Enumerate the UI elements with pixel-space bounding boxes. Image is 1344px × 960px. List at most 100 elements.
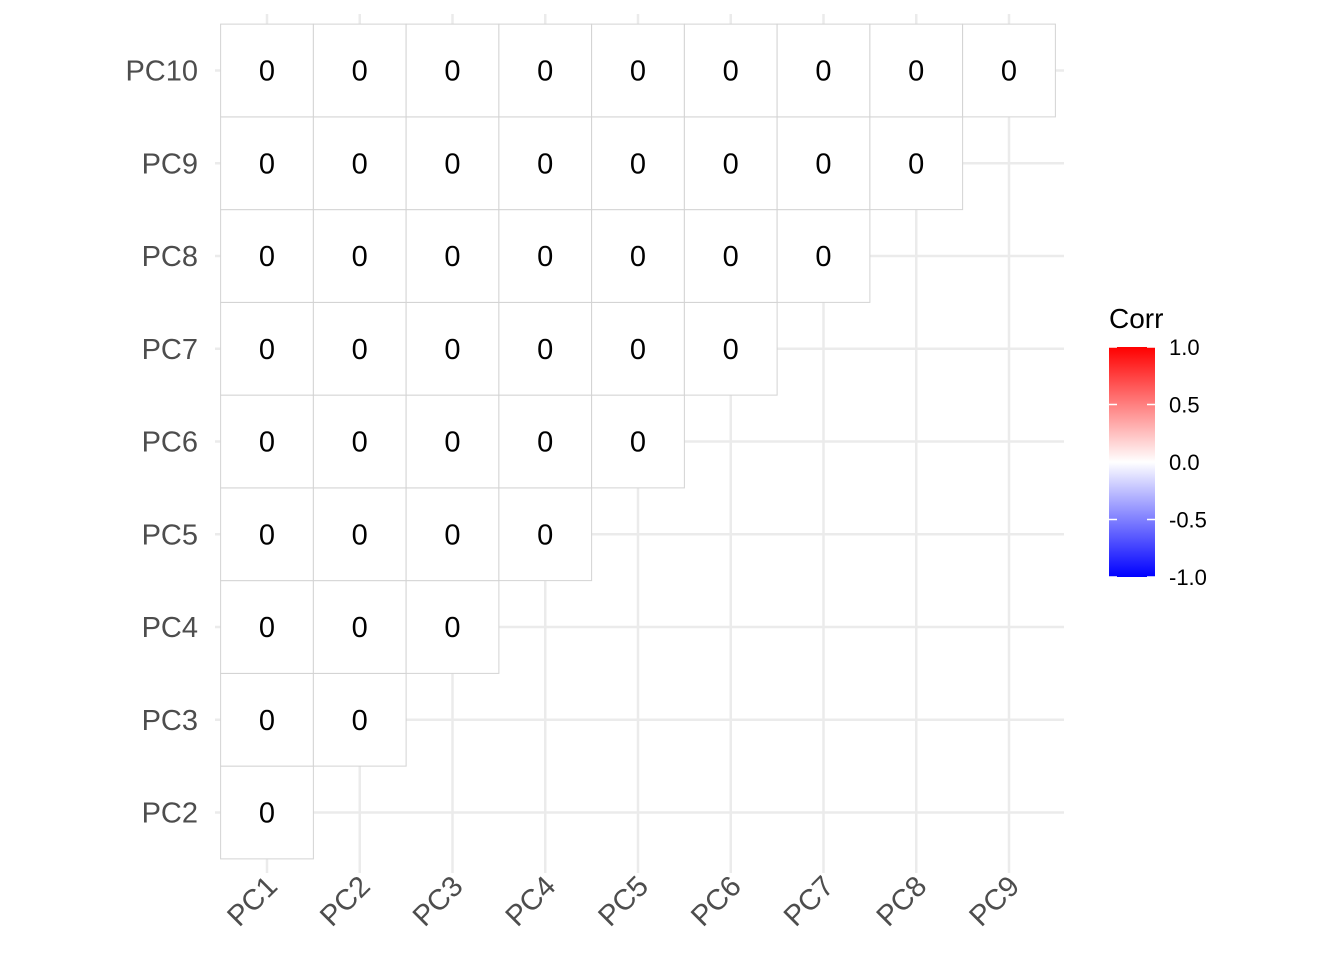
cell-value-label-pc1-pc8: 0 [259,241,275,273]
heatmap-cell-pc4-pc8 [498,209,593,303]
cell-value-label-pc5-pc8: 0 [630,241,646,273]
cell-value-label-pc7-pc8: 0 [815,241,831,273]
cell-value-label-pc4-pc5: 0 [537,519,553,551]
cell-value-label-pc2-pc4: 0 [352,612,368,644]
x-tick-label-pc5: PC5 [592,870,655,933]
cell-value-label-pc4-pc6: 0 [537,427,553,459]
heatmap-cell-pc4-pc5 [498,487,593,582]
cell-value-label-pc7-pc10: 0 [815,56,831,88]
heatmap-cell-pc7-pc8 [776,209,871,303]
heatmap-cell-pc3-pc8 [405,209,500,303]
heatmap-cell-pc3-pc4 [405,580,500,674]
heatmap-cells: 0 0 0 0 0 0 0 0 0 0 0 0 0 0 0 0 0 0 0 0 0 0 0 0 0 0 0 0 0 0 0 0 0 0 0 0 0 0 0 0… [220,23,1056,860]
y-tick-label-pc4: PC4 [142,612,198,644]
cell-value-label-pc3-pc7: 0 [444,334,460,366]
heatmap-cell-pc1-pc5 [220,487,314,582]
cell-value-label-pc4-pc8: 0 [537,241,553,273]
cell-value-label-pc1-pc9: 0 [259,148,275,180]
cell-value-label-pc3-pc8: 0 [444,241,460,273]
heatmap-cell-pc2-pc8 [312,209,407,303]
cell-value-label-pc2-pc7: 0 [352,334,368,366]
heatmap-cell-pc1-pc4 [220,580,314,674]
x-tick-label-pc7: PC7 [778,870,841,933]
y-tick-label-pc5: PC5 [142,519,198,551]
cell-value-label-pc3-pc10: 0 [444,56,460,88]
heatmap-cell-pc2-pc10 [312,23,407,118]
cell-value-label-pc2-pc8: 0 [352,241,368,273]
heatmap-cell-pc4-pc7 [498,301,593,396]
cell-value-label-pc6-pc7: 0 [723,334,739,366]
cell-value-label-pc4-pc7: 0 [537,334,553,366]
y-tick-label-pc7: PC7 [142,334,198,366]
cell-value-label-pc4-pc9: 0 [537,148,553,180]
legend-tick-label: -0.5 [1169,508,1207,533]
heatmap-cell-pc4-pc6 [498,394,593,489]
y-tick-label-pc2: PC2 [142,798,198,830]
x-tick-label-pc1: PC1 [221,870,284,933]
heatmap-cell-pc5-pc8 [591,209,685,303]
cell-value-label-pc4-pc10: 0 [537,56,553,88]
cell-value-label-pc3-pc9: 0 [444,148,460,180]
cell-value-label-pc2-pc10: 0 [352,56,368,88]
heatmap-cell-pc1-pc10 [220,23,314,118]
heatmap-cell-pc1-pc6 [220,394,314,489]
y-tick-label-pc3: PC3 [142,705,198,737]
heatmap-cell-pc2-pc3 [312,672,407,767]
cell-value-label-pc1-pc2: 0 [259,798,275,830]
cell-value-label-pc2-pc6: 0 [352,427,368,459]
y-tick-label-pc6: PC6 [142,427,198,459]
cell-value-label-pc1-pc5: 0 [259,519,275,551]
heatmap-cell-pc5-pc6 [591,394,685,489]
cell-value-label-pc2-pc9: 0 [352,148,368,180]
heatmap-cell-pc1-pc7 [220,301,314,396]
heatmap-cell-pc5-pc7 [591,301,685,396]
x-tick-label-pc9: PC9 [963,870,1026,933]
heatmap-cell-pc5-pc10 [591,23,685,118]
heatmap-cell-pc4-pc10 [498,23,593,118]
cell-value-label-pc3-pc5: 0 [444,519,460,551]
x-tick-label-pc3: PC3 [407,870,470,933]
heatmap-cell-pc3-pc6 [405,394,500,489]
cell-value-label-pc5-pc10: 0 [630,56,646,88]
cell-value-label-pc1-pc7: 0 [259,334,275,366]
heatmap-cell-pc4-pc9 [498,116,593,211]
cell-value-label-pc7-pc9: 0 [815,148,831,180]
cell-value-label-pc3-pc6: 0 [444,427,460,459]
cell-value-label-pc6-pc8: 0 [723,241,739,273]
legend-tick-label: 1.0 [1169,335,1200,360]
legend-tick-label: -1.0 [1169,565,1207,590]
heatmap-cell-pc3-pc5 [405,487,500,582]
heatmap-cell-pc2-pc5 [312,487,407,582]
cell-value-label-pc8-pc9: 0 [908,148,924,180]
heatmap-cell-pc6-pc9 [683,116,778,211]
cell-value-label-pc1-pc4: 0 [259,612,275,644]
y-tick-label-pc9: PC9 [142,148,198,180]
cell-value-label-pc6-pc9: 0 [723,148,739,180]
cell-value-label-pc3-pc4: 0 [444,612,460,644]
heatmap-cell-pc2-pc4 [312,580,407,674]
cell-value-label-pc1-pc3: 0 [259,705,275,737]
heatmap-cell-pc6-pc10 [683,23,778,118]
heatmap-cell-pc2-pc7 [312,301,407,396]
heatmap-cell-pc8-pc9 [869,116,964,211]
x-tick-label-pc4: PC4 [500,870,563,933]
y-tick-label-pc8: PC8 [142,241,198,273]
heatmap-cell-pc3-pc9 [405,116,500,211]
cell-value-label-pc5-pc9: 0 [630,148,646,180]
cell-value-label-pc1-pc6: 0 [259,427,275,459]
x-tick-label-pc6: PC6 [685,870,748,933]
legend-tick-label: 0.0 [1169,450,1200,475]
heatmap-cell-pc1-pc3 [220,672,314,767]
y-axis: PC2 PC3 PC4 PC5 PC6 PC7 PC8 PC9 PC10 [125,56,198,830]
heatmap-cell-pc8-pc10 [869,23,964,118]
x-tick-label-pc8: PC8 [871,870,934,933]
heatmap-cell-pc3-pc10 [405,23,500,118]
heatmap-cell-pc6-pc7 [683,301,778,396]
y-tick-label-pc10: PC10 [125,56,198,88]
heatmap-cell-pc9-pc10 [962,23,1056,118]
x-tick-label-pc2: PC2 [314,870,377,933]
legend-title: Corr [1109,303,1163,334]
cell-value-label-pc2-pc3: 0 [352,705,368,737]
x-axis: PC1 PC2 PC3 PC4 PC5 PC6 PC7 PC8 PC9 [221,867,1026,933]
